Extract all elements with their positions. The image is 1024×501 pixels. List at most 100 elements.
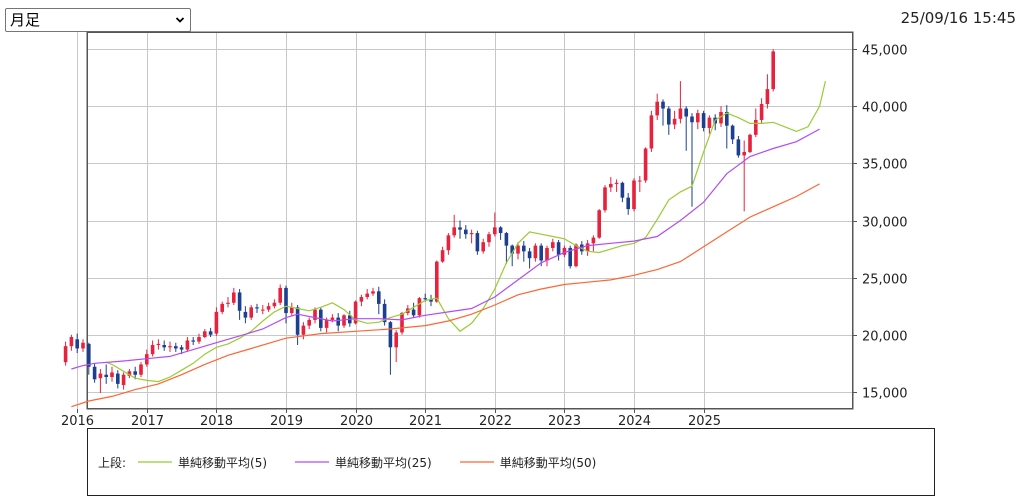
candle-body	[464, 229, 468, 235]
candle-body	[487, 234, 491, 243]
candle-body	[475, 233, 480, 252]
legend-title: 上段:	[98, 455, 127, 470]
candle-body	[220, 303, 224, 312]
candle-body	[313, 309, 317, 320]
candle-body	[643, 148, 648, 181]
candle-body	[748, 134, 752, 152]
candle-body	[232, 292, 236, 303]
candle-body	[632, 180, 636, 210]
candle-body	[568, 247, 572, 267]
candle-body	[197, 337, 201, 342]
y-tick-label: 25,000	[862, 273, 908, 288]
x-tick-label: 2016	[61, 414, 94, 425]
candle-body	[603, 187, 607, 211]
candle-body	[272, 302, 277, 307]
candle-body	[394, 332, 398, 348]
candle-body	[469, 233, 474, 235]
candle-body	[440, 250, 445, 262]
y-tick-label: 30,000	[862, 216, 908, 231]
candle-body	[133, 371, 137, 375]
candle-body	[261, 309, 265, 311]
candle-body	[110, 372, 114, 378]
candle-body	[649, 115, 654, 149]
y-tick-label: 35,000	[862, 158, 908, 173]
x-tick-label: 2020	[340, 414, 373, 425]
legend-item-sma25: 単純移動平均(25)	[295, 454, 432, 471]
candle-body	[585, 243, 590, 252]
legend-item-sma5: 単純移動平均(5)	[138, 454, 267, 471]
candle-body	[365, 293, 369, 298]
x-tick-label: 2025	[688, 414, 721, 425]
candle-body	[63, 346, 68, 363]
candle-body	[614, 182, 619, 184]
candle-body	[371, 291, 375, 294]
candle-body	[551, 242, 555, 248]
x-tick-label: 2022	[479, 414, 512, 425]
candle-body	[661, 101, 665, 109]
candle-body	[771, 51, 775, 90]
y-tick-label: 40,000	[862, 101, 908, 116]
candle-body	[336, 317, 340, 326]
candle-body	[655, 101, 659, 116]
plot-border	[87, 32, 853, 409]
candle-body	[678, 108, 683, 119]
period-select[interactable]: 月足	[5, 8, 191, 32]
candle-body	[690, 116, 694, 123]
candle-body	[446, 235, 451, 251]
candle-body	[301, 325, 306, 335]
chevron-down-icon	[175, 17, 185, 23]
candle-body	[388, 322, 393, 348]
legend-swatch-sma5	[138, 461, 173, 463]
candle-body	[243, 311, 248, 318]
moving-average-line-sma5	[105, 80, 826, 383]
candle-body	[423, 298, 427, 300]
price-chart: 15,000 20,000 25,000 30,000 35,000 40,000 45,0…	[61, 31, 908, 425]
candle-body	[556, 242, 561, 255]
candle-body	[400, 313, 404, 333]
legend: 上段: 単純移動平均(5) 単純移動平均(25) 単純移動平均(50)	[87, 428, 935, 496]
candle-body	[759, 103, 764, 120]
candle-body	[626, 197, 630, 210]
legend-label-sma25: 単純移動平均(25)	[335, 455, 432, 470]
candle-body	[719, 111, 723, 124]
x-tick-label: 2024	[618, 414, 651, 425]
legend-label-sma5: 単純移動平均(5)	[178, 455, 268, 470]
candle-body	[226, 302, 230, 304]
candle-body	[725, 111, 729, 126]
candle-body	[191, 340, 195, 342]
candle-body	[667, 108, 671, 125]
candle-body	[179, 347, 184, 350]
candle-body	[754, 119, 758, 135]
candle-body	[736, 139, 741, 156]
candle-body	[620, 182, 625, 198]
candle-body	[87, 343, 91, 367]
candle-body	[150, 345, 155, 355]
candle-body	[81, 342, 85, 349]
candle-body	[353, 301, 358, 324]
x-tick-label: 2023	[548, 414, 581, 425]
candle-body	[98, 373, 103, 379]
candle-body	[168, 346, 172, 348]
candle-body	[284, 287, 288, 314]
candle-body	[156, 343, 161, 346]
candle-body	[672, 118, 677, 125]
candle-body	[742, 151, 746, 156]
candle-body	[359, 297, 364, 302]
candle-body	[174, 346, 178, 349]
candle-body	[266, 306, 271, 310]
candle-body	[324, 319, 329, 328]
candle-body	[127, 371, 132, 376]
candle-body	[458, 227, 462, 230]
candle-body	[255, 307, 259, 309]
candle-body	[539, 245, 543, 261]
candle-body	[522, 245, 526, 252]
legend-swatch-sma25	[295, 461, 330, 463]
candle-body	[92, 366, 97, 380]
candle-body	[330, 317, 335, 320]
y-tick-label: 20,000	[862, 330, 908, 345]
candle-body	[185, 340, 190, 350]
candle-body	[208, 331, 213, 335]
candle-body	[696, 113, 700, 123]
candle-body	[104, 374, 108, 378]
candle-body	[121, 374, 126, 386]
